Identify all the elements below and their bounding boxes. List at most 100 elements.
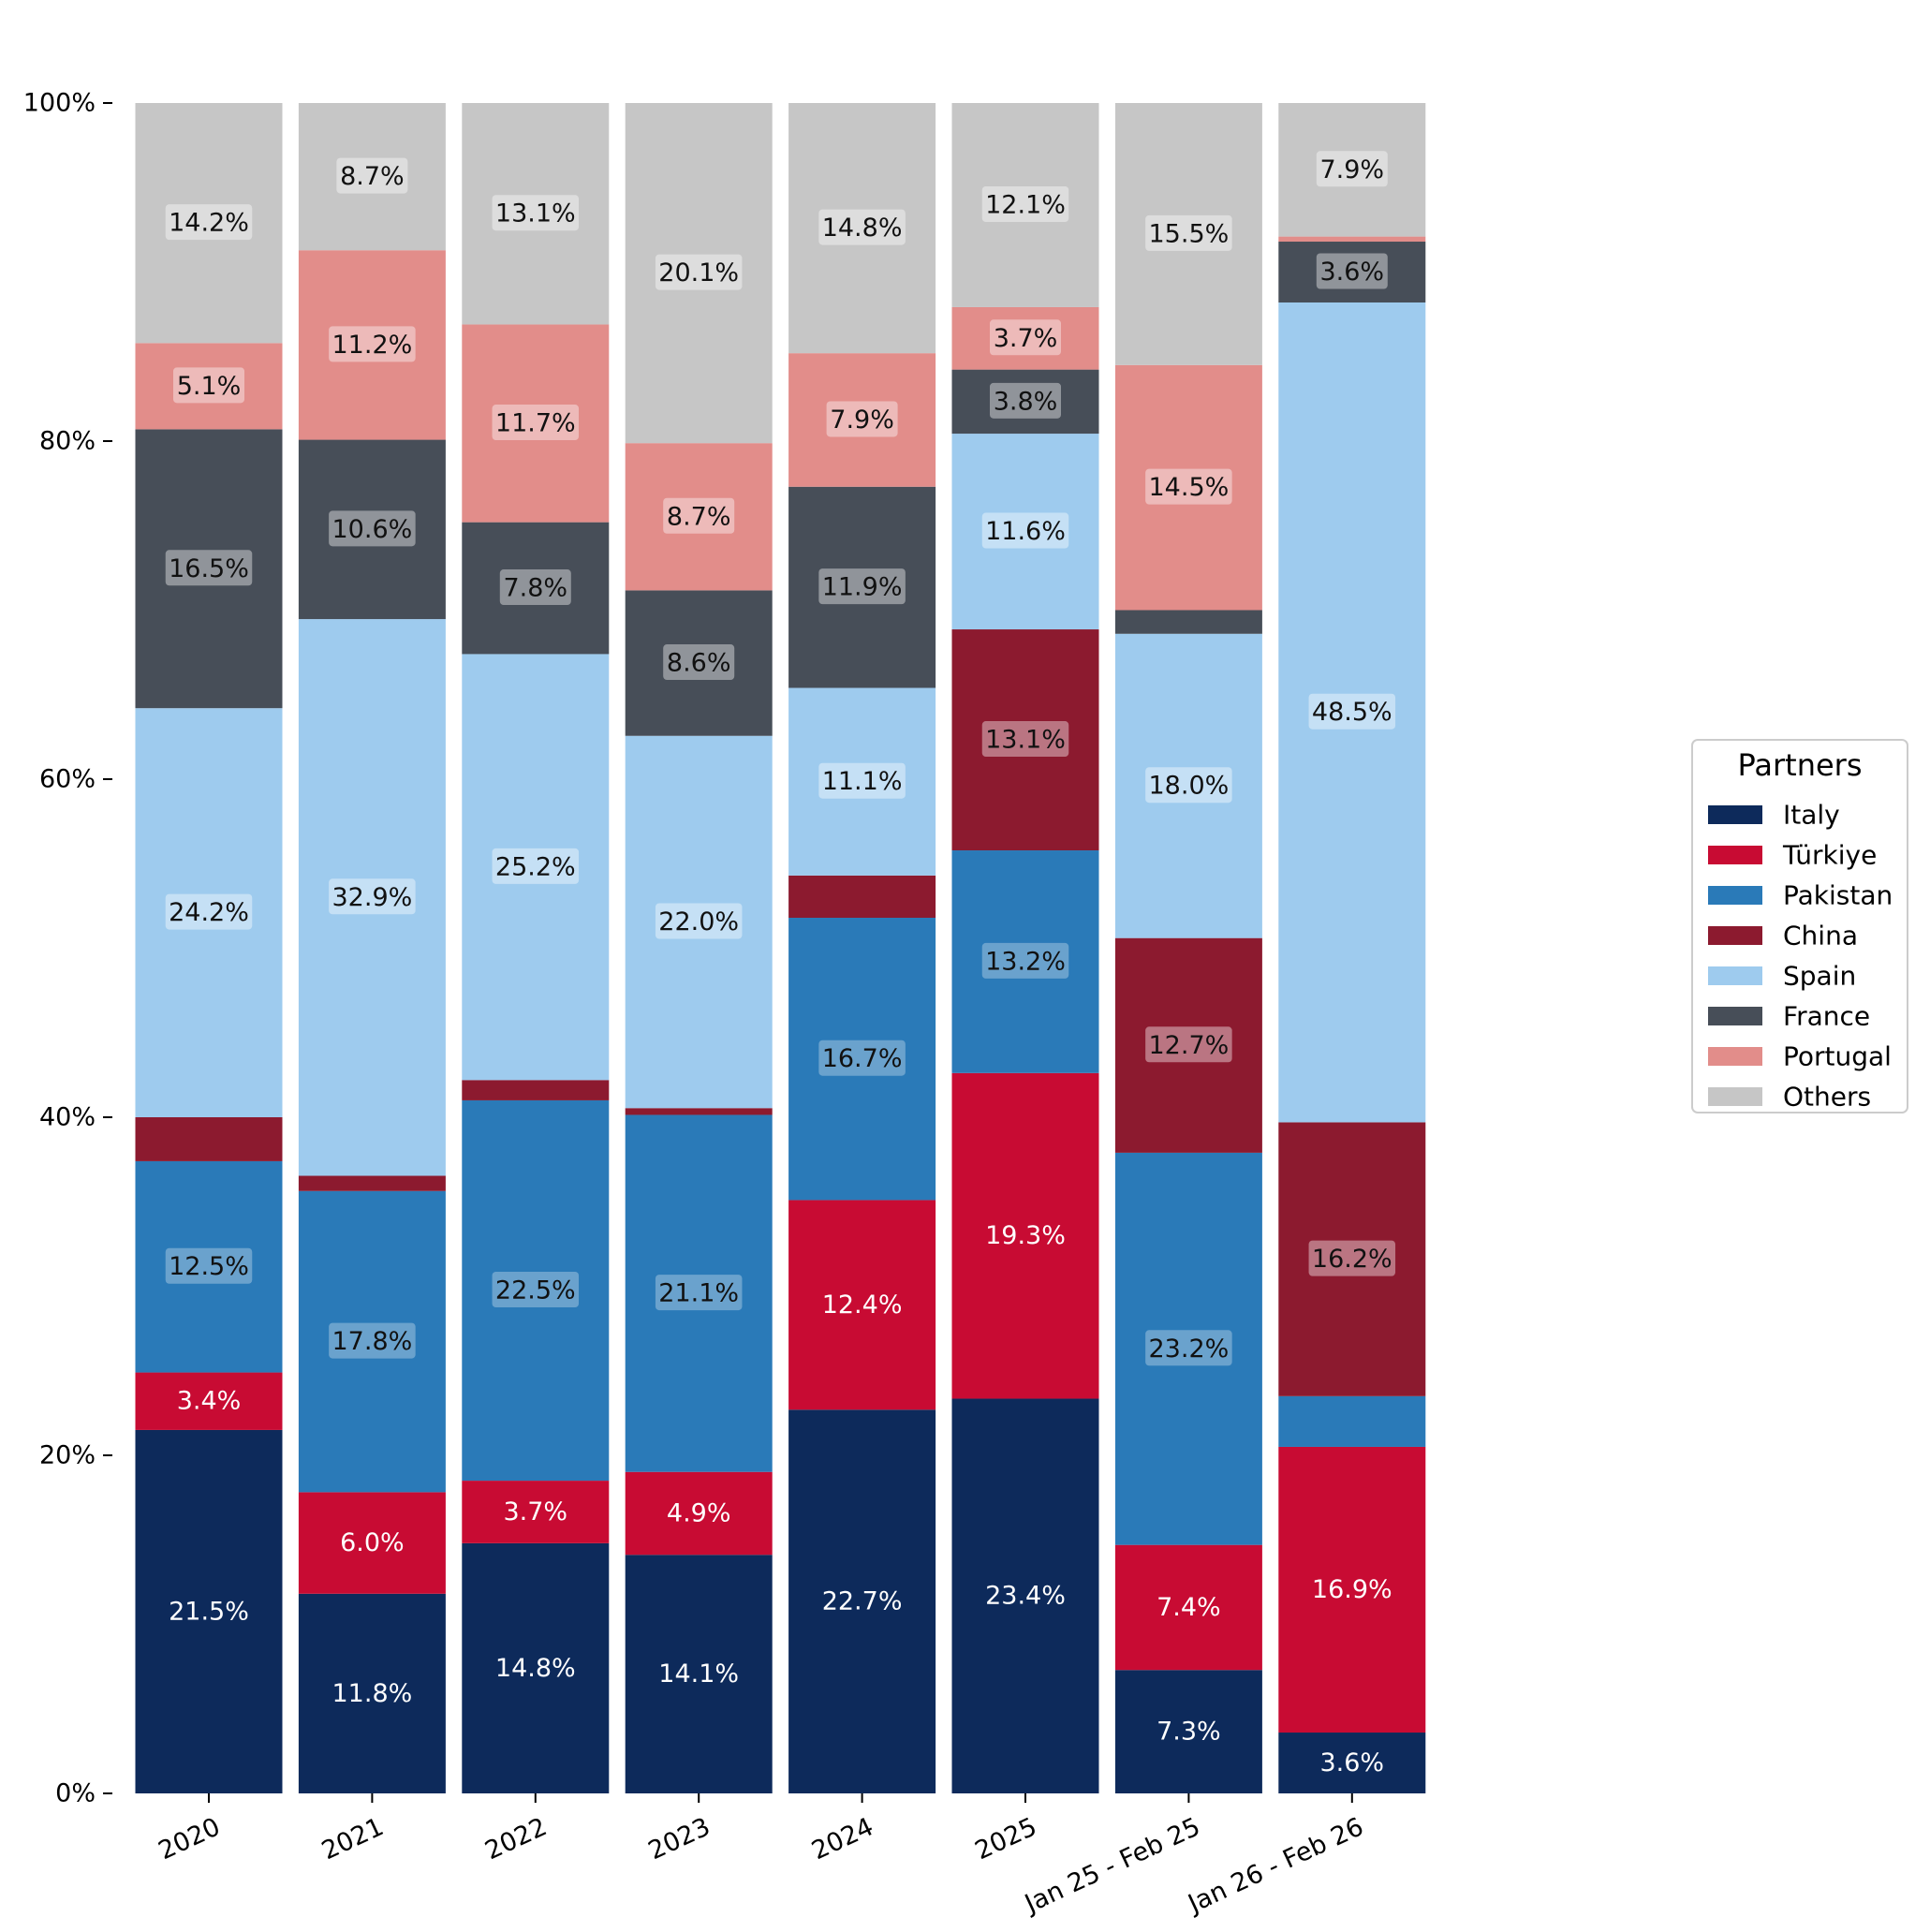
bar-segment-france-2024 <box>788 486 936 688</box>
bar-segment-t-rkiye-2021 <box>298 1492 446 1594</box>
bar-segment-france-2025 <box>951 369 1099 435</box>
bar-label-bg <box>329 878 416 915</box>
bar-segment-china-jan-25-feb-25 <box>1114 937 1262 1153</box>
legend-swatch-china <box>1708 926 1762 945</box>
bar-label-pakistan-2020: 12.5% <box>169 1252 249 1281</box>
y-tick-label: 100% <box>23 89 96 118</box>
bar-segment-spain-2025 <box>951 434 1099 630</box>
bar-segment-china-2020 <box>135 1117 283 1161</box>
bar-label-t-rkiye-2023: 4.9% <box>667 1498 731 1527</box>
bar-segment-spain-2023 <box>625 735 773 1109</box>
bar-segment-france-2021 <box>298 439 446 620</box>
bar-segment-china-2022 <box>462 1080 610 1100</box>
bar-label-others-2022: 13.1% <box>495 199 576 229</box>
bar-label-bg <box>492 848 580 884</box>
bar-label-spain-2022: 25.2% <box>495 852 576 881</box>
legend-label-others: Others <box>1783 1082 1871 1113</box>
bar-label-bg <box>329 510 416 547</box>
legend-label-portugal: Portugal <box>1783 1041 1892 1072</box>
bar-label-bg <box>981 942 1069 979</box>
bar-label-bg <box>818 568 906 605</box>
bar-segment-china-2024 <box>788 875 936 919</box>
legend-swatch-t-rkiye <box>1708 846 1762 864</box>
bar-segment-pakistan-2022 <box>462 1099 610 1482</box>
x-tick-label: 2020 <box>155 1812 225 1866</box>
bar-segment-france-2022 <box>462 522 610 655</box>
bar-label-bg <box>165 550 253 586</box>
bar-label-bg <box>329 1322 416 1359</box>
x-tick-label: 2022 <box>480 1812 551 1866</box>
bar-segment-others-jan-25-feb-25 <box>1114 103 1262 365</box>
bar-label-t-rkiye-2025: 19.3% <box>985 1221 1066 1250</box>
bar-segment-italy-jan-26-feb-26 <box>1278 1733 1426 1793</box>
bar-segment-others-2022 <box>462 103 610 325</box>
bar-label-bg <box>663 497 735 534</box>
bar-segment-t-rkiye-2022 <box>462 1481 610 1543</box>
legend-swatch-pakistan <box>1708 886 1762 905</box>
bar-label-bg <box>1145 214 1232 251</box>
bar-segment-portugal-2021 <box>298 250 446 440</box>
bar-segment-t-rkiye-2025 <box>951 1072 1099 1399</box>
y-axis: 0% 20% 40% 60% 80% 100% <box>23 89 112 1808</box>
bar-label-pakistan-2021: 17.8% <box>332 1327 413 1356</box>
bar-segment-spain-2020 <box>135 708 283 1117</box>
bar-label-bg <box>492 1272 580 1308</box>
bar-label-italy-jan-26-feb-26: 3.6% <box>1319 1748 1384 1777</box>
bar-label-spain-2021: 32.9% <box>332 883 413 912</box>
bar-label-bg <box>981 721 1069 758</box>
bar-segment-china-jan-26-feb-26 <box>1278 1122 1426 1396</box>
bar-label-bg <box>1308 1240 1396 1276</box>
bar-label-bg <box>1145 1330 1232 1366</box>
bar-segment-others-2024 <box>788 103 936 354</box>
bar-label-spain-jan-25-feb-25: 18.0% <box>1149 772 1230 801</box>
bar-segment-others-2020 <box>135 103 283 344</box>
bar-segment-spain-2021 <box>298 619 446 1176</box>
bar-label-italy-2021: 11.8% <box>332 1679 413 1708</box>
bar-segment-italy-2020 <box>135 1429 283 1793</box>
bar-segment-pakistan-jan-25-feb-25 <box>1114 1152 1262 1545</box>
bar-labels-layer: 21.5% 3.4% 12.5% 24.2% 16.5% 5.1% 14.2% 11.8% 6.… <box>165 151 1396 1777</box>
bar-segment-spain-jan-25-feb-25 <box>1114 633 1262 938</box>
bar-segment-china-2025 <box>951 629 1099 851</box>
bar-label-bg <box>492 195 580 231</box>
legend-title: Partners <box>1738 747 1863 783</box>
bar-segment-italy-2021 <box>298 1593 446 1793</box>
bar-segment-t-rkiye-2024 <box>788 1200 936 1410</box>
bar-label-pakistan-jan-25-feb-25: 23.2% <box>1149 1335 1230 1364</box>
bar-label-bg <box>1145 1026 1232 1063</box>
bar-label-spain-2020: 24.2% <box>169 898 249 927</box>
bar-label-portugal-2025: 3.7% <box>994 324 1058 353</box>
bar-label-bg <box>499 569 571 606</box>
x-tick-label: 2025 <box>971 1812 1041 1866</box>
bar-label-t-rkiye-2021: 6.0% <box>340 1528 405 1557</box>
bar-label-france-jan-26-feb-26: 3.6% <box>1319 258 1384 287</box>
bar-label-bg <box>990 319 1061 356</box>
bar-segment-pakistan-jan-26-feb-26 <box>1278 1395 1426 1447</box>
bar-segment-portugal-2024 <box>788 353 936 487</box>
bar-label-france-2022: 7.8% <box>503 574 567 603</box>
bar-label-spain-2023: 22.0% <box>658 907 739 937</box>
x-tick-label: 2024 <box>807 1812 877 1866</box>
bar-label-portugal-2020: 5.1% <box>177 372 242 401</box>
bar-segment-italy-2023 <box>625 1555 773 1793</box>
legend-swatch-italy <box>1708 805 1762 824</box>
legend-label-pakistan: Pakistan <box>1783 880 1893 911</box>
legend-swatch-others <box>1708 1087 1762 1106</box>
bar-label-bg <box>1145 767 1232 804</box>
bar-segment-portugal-2025 <box>951 306 1099 370</box>
bar-label-bg <box>173 367 244 404</box>
bar-label-t-rkiye-2022: 3.7% <box>503 1497 567 1526</box>
legend-swatch-spain <box>1708 966 1762 985</box>
bar-segment-portugal-2022 <box>462 324 610 523</box>
bar-label-bg <box>1316 151 1388 187</box>
bar-label-bg <box>165 893 253 930</box>
bar-label-portugal-jan-25-feb-25: 14.5% <box>1149 473 1230 502</box>
legend-label-t-rkiye: Türkiye <box>1782 840 1877 871</box>
legend-swatch-portugal <box>1708 1047 1762 1066</box>
y-tick-label: 0% <box>55 1779 96 1808</box>
bar-label-t-rkiye-jan-26-feb-26: 16.9% <box>1312 1575 1392 1604</box>
bar-label-pakistan-2025: 13.2% <box>985 947 1066 976</box>
